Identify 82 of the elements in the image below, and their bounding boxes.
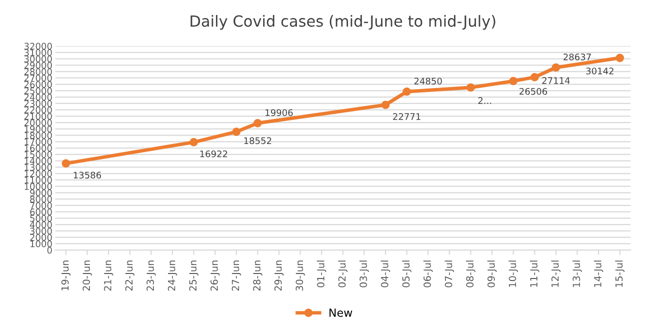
point bbox=[509, 76, 518, 86]
x-tick-label: 25-Jun bbox=[189, 260, 198, 291]
data-label: 13586 bbox=[74, 172, 101, 179]
x-tick-label: 03-Jul bbox=[359, 260, 369, 288]
y-tick-label: 0 bbox=[47, 246, 52, 254]
y-tick-label: 9000 bbox=[30, 189, 52, 196]
y-tick-label: 6000 bbox=[30, 208, 52, 216]
x-tick-label: 30-Jun bbox=[296, 260, 305, 291]
y-tick-label: 10000 bbox=[24, 183, 52, 190]
point bbox=[616, 54, 624, 62]
y-tick-label: 31000 bbox=[24, 49, 52, 56]
y-tick-label: 32000 bbox=[24, 42, 52, 50]
x-tick-label: 27-Jun bbox=[232, 260, 241, 291]
data-label: 26506 bbox=[520, 88, 548, 95]
y-tick-label: 17000 bbox=[24, 138, 52, 146]
x-tick-label: 04-Jul bbox=[380, 260, 390, 288]
x-tick-label: 13-Jul bbox=[572, 260, 582, 287]
y-tick-label: 22000 bbox=[24, 106, 52, 114]
y-tick-label: 13000 bbox=[24, 164, 52, 171]
x-tick-label: 07-Jul bbox=[444, 260, 454, 288]
x-tick-label: 11-Jul bbox=[530, 260, 540, 287]
y-tick-label: 8000 bbox=[30, 196, 52, 203]
point bbox=[232, 128, 241, 136]
data-label: 19906 bbox=[266, 109, 293, 116]
x-tick-label: 28-Jun bbox=[253, 260, 262, 291]
x-tick-label: 14-Jul bbox=[594, 260, 604, 287]
y-tick-label: 20000 bbox=[24, 119, 52, 126]
y-tick-label: 28000 bbox=[24, 68, 52, 76]
y-tick-label: 26000 bbox=[24, 81, 52, 88]
y-tick-label: 23000 bbox=[24, 100, 52, 107]
x-tick-label: 26-Jun bbox=[210, 260, 220, 291]
x-tick-label: 23-Jun bbox=[146, 260, 156, 291]
y-tick-label: 16000 bbox=[24, 144, 52, 152]
point bbox=[466, 83, 475, 92]
x-tick-label: 12-Jul bbox=[551, 260, 561, 287]
data-label: 22771 bbox=[393, 113, 420, 120]
y-tick-label: 29000 bbox=[24, 62, 52, 69]
x-tick-label: 22-Jun bbox=[125, 260, 134, 291]
point bbox=[381, 100, 390, 110]
point bbox=[530, 73, 539, 82]
y-tick-label: 24000 bbox=[24, 94, 52, 101]
data-label: 30142 bbox=[586, 68, 614, 74]
data-label: 16922 bbox=[200, 150, 228, 158]
x-tick-label: 08-Jul bbox=[466, 260, 476, 288]
y-tick-label: 11000 bbox=[24, 176, 52, 184]
x-tick-label: 02-Jul bbox=[338, 260, 348, 288]
point bbox=[402, 87, 411, 96]
point bbox=[253, 118, 262, 128]
chart-title: Daily Covid cases (mid-June to mid-July) bbox=[190, 15, 496, 30]
y-tick-label: 12000 bbox=[24, 170, 52, 178]
data-label: 18552 bbox=[244, 137, 272, 144]
y-tick-label: 1000 bbox=[30, 240, 52, 248]
x-tick-label: 20-Jun bbox=[82, 260, 92, 291]
x-tick-label: 10-Jul bbox=[508, 260, 518, 287]
data-label: 28637 bbox=[564, 54, 591, 60]
x-tick-label: 21-Jun bbox=[104, 260, 114, 291]
y-tick-label: 21000 bbox=[24, 112, 52, 120]
point bbox=[552, 63, 560, 72]
y-tick-label: 2000 bbox=[30, 234, 52, 241]
x-tick-label: 15-Jul bbox=[615, 260, 624, 287]
x-tick-label: 24-Jun bbox=[168, 260, 178, 291]
y-tick-label: 14000 bbox=[24, 158, 52, 164]
x-tick-label: 19-Jun bbox=[61, 260, 71, 290]
y-tick-label: 18000 bbox=[24, 132, 52, 139]
y-tick-label: 25000 bbox=[24, 87, 52, 94]
y-tick-label: 3000 bbox=[30, 228, 52, 234]
legend-label: New bbox=[330, 308, 352, 317]
point bbox=[190, 138, 198, 146]
x-tick-label: 05-Jul bbox=[402, 260, 412, 288]
y-tick-label: 15000 bbox=[24, 151, 52, 158]
x-tick-label: 29-Jun bbox=[274, 260, 284, 291]
x-tick-label: 06-Jul bbox=[423, 260, 433, 288]
y-tick-label: 19000 bbox=[24, 126, 52, 132]
x-tick-label: 01-Jul bbox=[316, 260, 326, 288]
y-tick-label: 5000 bbox=[30, 214, 52, 222]
x-tick-label: 09-Jul bbox=[487, 260, 497, 288]
data-label: 27114 bbox=[542, 77, 570, 84]
y-tick-label: 4000 bbox=[30, 221, 52, 228]
y-tick-label: 30000 bbox=[24, 56, 52, 62]
data-label: 24850 bbox=[414, 78, 442, 85]
point bbox=[62, 159, 70, 168]
data-label: 2... bbox=[478, 97, 492, 104]
